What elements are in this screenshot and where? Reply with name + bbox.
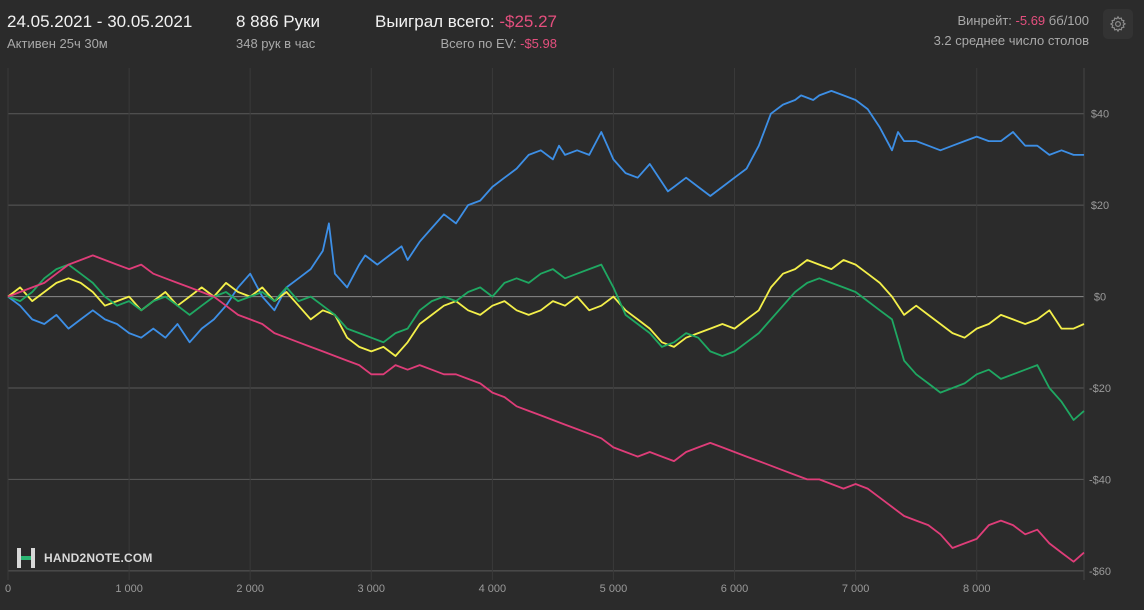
ev-total: Всего по EV: -$5.98 (375, 35, 557, 52)
ev-line (7, 259, 1085, 357)
hands-per-hour: 348 рук в час (236, 36, 316, 51)
h2n-logo-icon (17, 548, 35, 568)
won-total: Выиграл всего: -$25.27 (375, 12, 557, 32)
x-axis: 0 1 000 2 000 3 000 4 000 5 000 6 000 7 000 8 00… (5, 583, 991, 595)
y-tick-label: -$20 (1089, 383, 1111, 395)
y-tick-label: -$60 (1089, 566, 1111, 578)
logo-text: HAND2NOTE.COM (44, 551, 153, 565)
won-line (7, 89, 1084, 344)
ev-value: -$5.98 (520, 36, 557, 51)
ev-label: Всего по EV: (440, 36, 517, 51)
y-tick-label: $0 (1094, 292, 1106, 304)
x-tick-label: 6 000 (721, 583, 749, 595)
x-tick-label: 1 000 (115, 583, 143, 595)
showdown-line (7, 263, 1085, 421)
settings-button[interactable] (1103, 9, 1133, 39)
x-tick-label: 4 000 (479, 583, 507, 595)
hand2note-logo: HAND2NOTE.COM (16, 546, 153, 570)
won-value: -$25.27 (499, 12, 557, 31)
gear-icon (1109, 15, 1127, 33)
non-showdown-line (7, 254, 1085, 563)
x-tick-label: 7 000 (842, 583, 870, 595)
x-tick-label: 2 000 (236, 583, 264, 595)
profit-chart[interactable]: $40 $20 $0 -$20 -$40 -$60 0 1 000 2 000 3 000 4 0… (0, 60, 1144, 610)
x-tick-label: 5 000 (600, 583, 628, 595)
y-tick-label: -$40 (1089, 474, 1111, 486)
winrate-label: Винрейт: (957, 13, 1012, 28)
winrate: Винрейт: -5.69 бб/100 (934, 12, 1090, 30)
y-axis: $40 $20 $0 -$20 -$40 -$60 (1089, 109, 1111, 578)
series-lines (7, 89, 1085, 563)
x-tick-label: 0 (5, 583, 11, 595)
summary-header: 24.05.2021 - 30.05.2021 Активен 25ч 30м … (0, 0, 1144, 60)
y-tick-label: $20 (1091, 200, 1109, 212)
grid-lines (7, 68, 1085, 580)
y-tick-label: $40 (1091, 109, 1109, 121)
winrate-value: -5.69 (1015, 13, 1046, 28)
won-label: Выиграл всего: (374, 12, 495, 31)
date-range[interactable]: 24.05.2021 - 30.05.2021 (7, 12, 193, 31)
x-tick-label: 8 000 (963, 583, 991, 595)
avg-tables: 3.2 среднее число столов (933, 33, 1089, 48)
x-tick-label: 3 000 (358, 583, 386, 595)
winrate-unit: бб/100 (1048, 13, 1089, 28)
hands-count: 8 886 Руки (236, 12, 321, 31)
active-time: Активен 25ч 30м (7, 36, 108, 51)
